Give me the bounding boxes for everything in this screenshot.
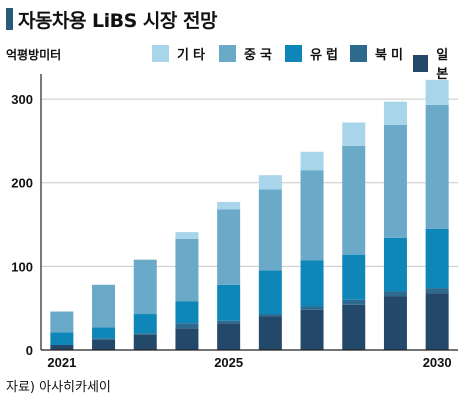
bar-2023-북미	[133, 333, 157, 335]
bar-2028-기타	[342, 122, 366, 146]
legend-item-유럽: 유럽	[285, 44, 342, 63]
bar-2022-유럽	[92, 327, 116, 339]
legend-label: 중국	[244, 48, 276, 63]
legend-label: 유럽	[310, 48, 342, 63]
bar-2024-북미	[175, 323, 199, 329]
bar-2021-일본	[50, 344, 74, 350]
bar-2029-기타	[383, 101, 407, 126]
bar-2025-중국	[217, 209, 241, 285]
bar-2025-기타	[217, 201, 241, 210]
legend-item-일본: 일본	[413, 44, 465, 82]
y-tick-label-200: 200	[11, 176, 33, 191]
bar-2022-북미	[92, 338, 116, 340]
bar-2023-일본	[133, 334, 157, 350]
bar-2028-중국	[342, 145, 366, 255]
legend-label: 기타	[177, 48, 209, 63]
bar-2021-유럽	[50, 332, 74, 345]
legend-swatch	[413, 54, 429, 72]
bar-2024-일본	[175, 328, 199, 350]
bar-2030-기타	[425, 79, 449, 105]
legend-swatch	[285, 45, 302, 62]
bar-2026-일본	[258, 316, 282, 350]
bar-2025-북미	[217, 320, 241, 324]
bars	[50, 79, 449, 350]
bar-2026-기타	[258, 175, 282, 190]
bar-2024-유럽	[175, 301, 199, 324]
bar-2027-일본	[300, 309, 324, 350]
bar-2026-중국	[258, 189, 282, 271]
y-tick-label-300: 300	[11, 92, 33, 107]
x-tick-label-2025: 2025	[214, 355, 243, 370]
bar-2024-중국	[175, 238, 199, 302]
bar-2027-기타	[300, 151, 324, 171]
bar-2030-유럽	[425, 228, 449, 289]
bar-2030-북미	[425, 288, 449, 294]
x-tick-label-2030: 2030	[423, 355, 452, 370]
bar-2028-일본	[342, 304, 366, 350]
bar-2026-북미	[258, 314, 282, 317]
bar-2023-중국	[133, 259, 157, 315]
bar-2028-북미	[342, 299, 366, 305]
legend-item-중국: 중국	[219, 44, 276, 63]
bar-2022-일본	[92, 339, 116, 350]
bar-2029-북미	[383, 291, 407, 297]
x-tick-label-2021: 2021	[47, 355, 76, 370]
bar-2024-기타	[175, 232, 199, 239]
legend-item-기타: 기타	[152, 44, 209, 63]
bar-2029-유럽	[383, 237, 407, 292]
y-axis-unit-label: 억평방미터	[6, 48, 62, 62]
bar-2030-일본	[425, 293, 449, 350]
legend-item-북미: 북미	[350, 44, 407, 63]
legend-swatch	[152, 45, 169, 62]
bar-2025-일본	[217, 323, 241, 350]
bar-2023-유럽	[133, 314, 157, 334]
bar-2027-북미	[300, 306, 324, 310]
legend-swatch	[350, 45, 367, 62]
chart-title: 자동차용 LiBS 시장 전망	[18, 10, 217, 32]
y-tick-label-100: 100	[11, 259, 33, 274]
bar-2025-유럽	[217, 284, 241, 321]
bar-2021-중국	[50, 311, 74, 333]
legend-swatch	[219, 45, 236, 62]
legend-label: 일본	[436, 48, 453, 82]
bar-2022-중국	[92, 284, 116, 328]
bar-2030-중국	[425, 104, 449, 229]
y-tick-label-0: 0	[26, 343, 33, 358]
bar-2026-유럽	[258, 270, 282, 315]
bar-2029-중국	[383, 125, 407, 238]
title-accent-bar	[6, 8, 13, 30]
source-note: 자료) 아사히카세이	[6, 380, 111, 395]
legend-label: 북미	[375, 48, 407, 63]
bar-2029-일본	[383, 296, 407, 350]
bar-2027-유럽	[300, 260, 324, 307]
axes: 0 100 200 300 2021 2025 2030	[11, 74, 458, 370]
bar-2027-중국	[300, 170, 324, 261]
bar-2028-유럽	[342, 254, 366, 300]
